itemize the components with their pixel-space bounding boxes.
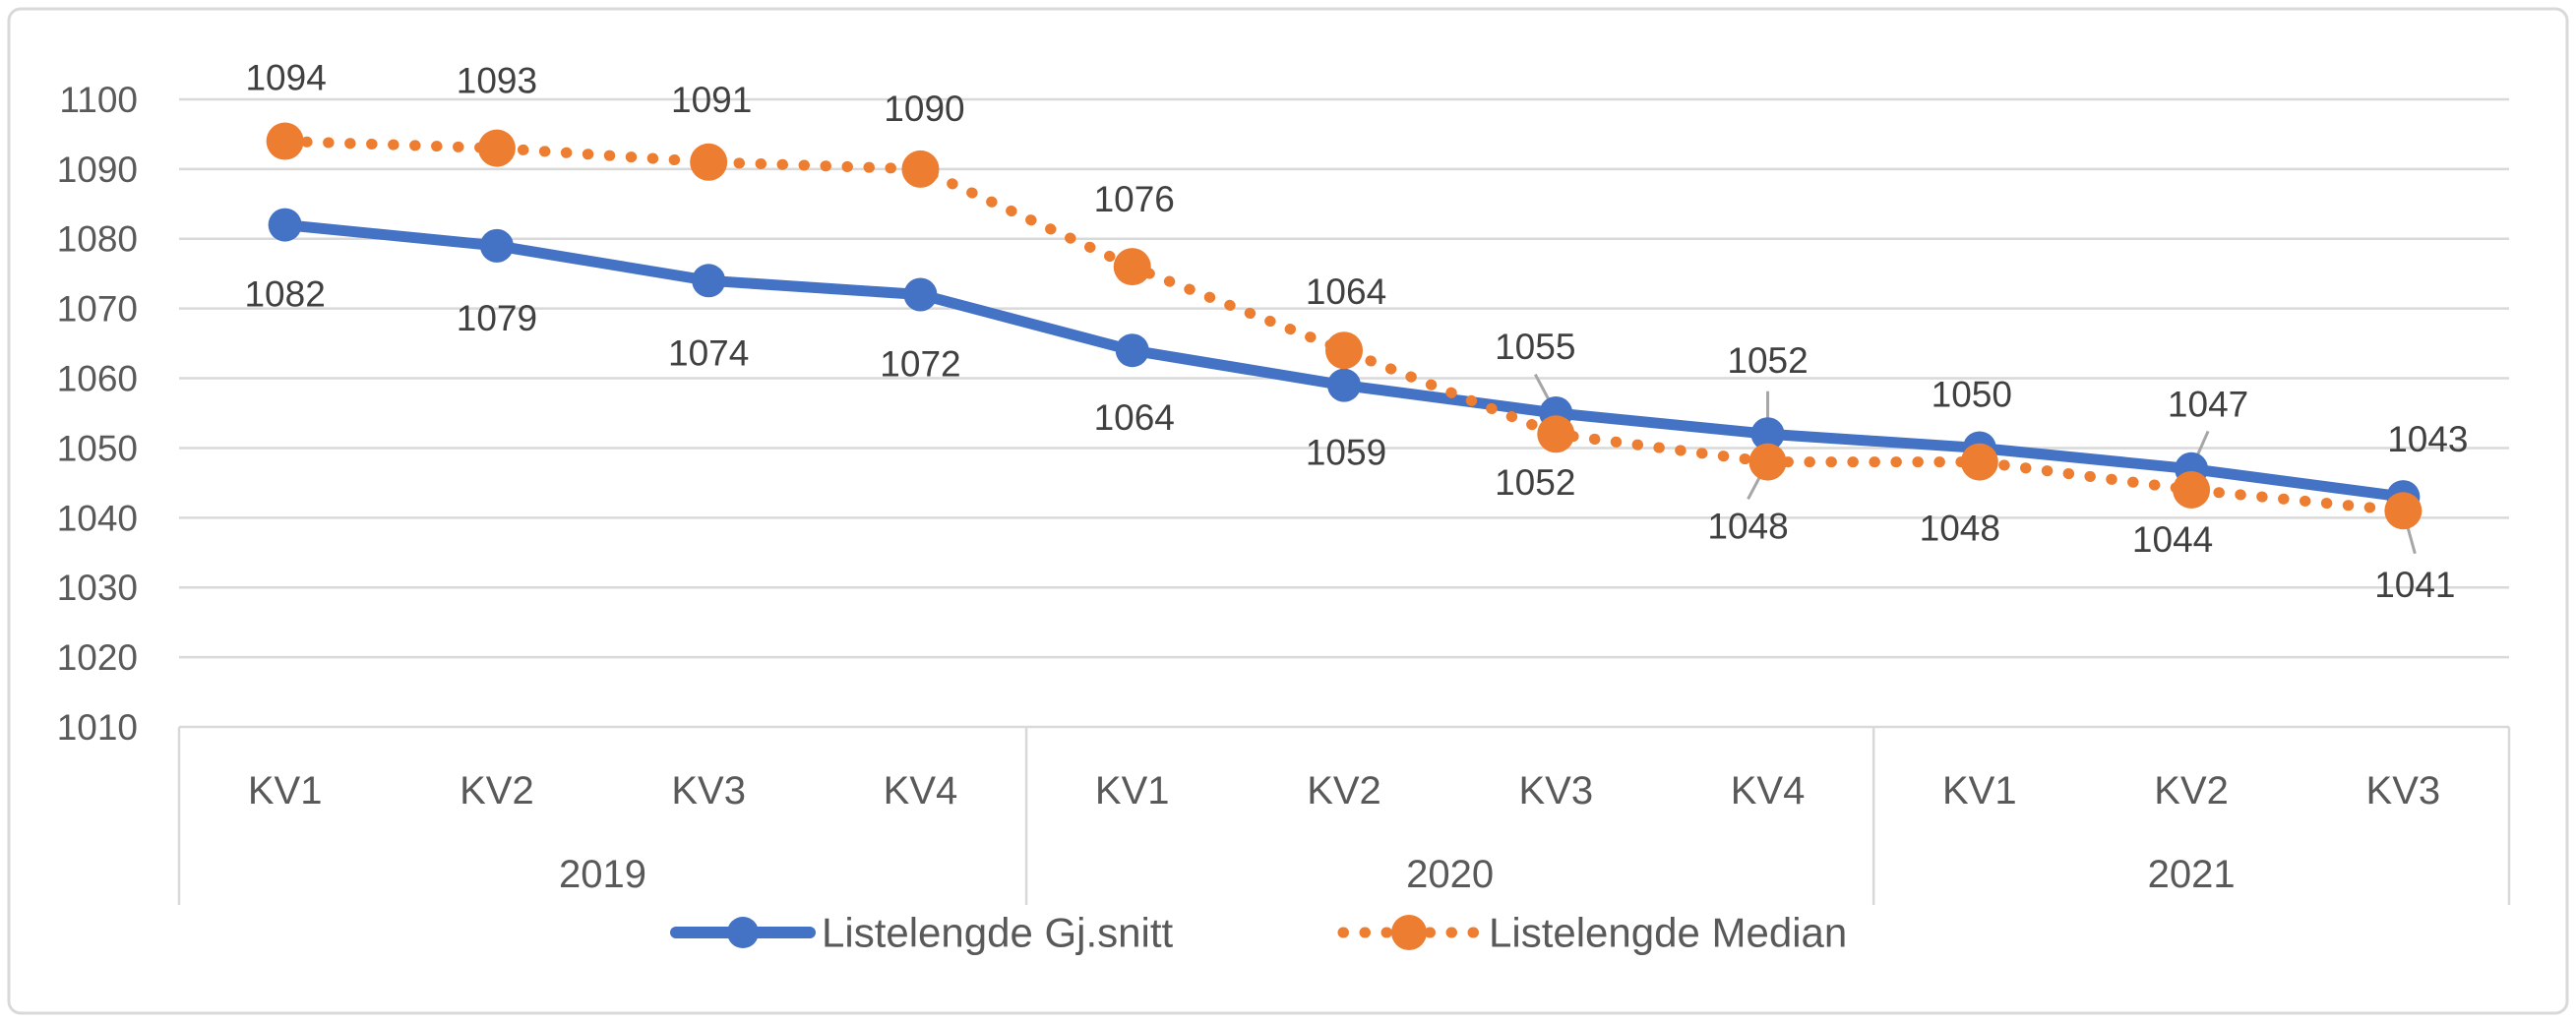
y-axis-tick-label: 1030 — [57, 568, 138, 608]
x-axis-quarter-label: KV2 — [2154, 769, 2229, 812]
data-label-gjsnitt: 1055 — [1495, 327, 1575, 367]
y-axis-tick-label: 1010 — [57, 707, 138, 748]
legend-marker-gjsnitt — [727, 917, 759, 948]
x-axis-quarter-label: KV3 — [2366, 769, 2441, 812]
data-label-median: 1064 — [1306, 271, 1386, 312]
data-point-marker-gjsnitt — [692, 264, 726, 298]
x-axis-quarter-label: KV1 — [248, 769, 323, 812]
data-label-gjsnitt: 1079 — [457, 298, 537, 338]
data-label-median: 1048 — [1707, 507, 1788, 547]
legend-label-median: Listelengde Median — [1489, 910, 1847, 956]
y-axis-tick-label: 1040 — [57, 498, 138, 538]
data-point-marker-median — [477, 129, 516, 167]
data-point-marker-gjsnitt — [1327, 368, 1361, 402]
data-point-marker-median — [1537, 415, 1575, 453]
data-point-marker-median — [1748, 443, 1787, 481]
data-point-marker-gjsnitt — [268, 208, 302, 242]
data-label-median: 1041 — [2374, 565, 2455, 605]
data-label-median: 1076 — [1094, 179, 1175, 219]
data-label-gjsnitt: 1074 — [668, 332, 749, 373]
data-point-marker-median — [901, 150, 940, 188]
y-axis-tick-label: 1100 — [59, 80, 138, 120]
series-line-median — [279, 136, 2409, 516]
x-axis-quarter-label: KV2 — [460, 769, 534, 812]
chart-border — [7, 7, 2569, 1015]
y-axis-tick-label: 1050 — [57, 428, 138, 468]
x-axis-quarter-label: KV4 — [884, 769, 958, 812]
data-point-marker-median — [2384, 492, 2423, 530]
data-label-median: 1044 — [2132, 519, 2213, 560]
x-axis-quarter-label: KV3 — [671, 769, 746, 812]
legend-marker-median — [1391, 915, 1427, 950]
x-axis-quarter-label: KV2 — [1307, 769, 1381, 812]
y-axis-tick-label: 1020 — [57, 637, 138, 678]
x-axis-year-label: 2020 — [1406, 853, 1494, 896]
y-axis-tick-label: 1090 — [57, 150, 138, 190]
data-label-gjsnitt: 1050 — [1932, 374, 2012, 414]
data-point-marker-median — [1960, 443, 1998, 481]
data-label-median: 1091 — [671, 80, 752, 120]
data-point-marker-gjsnitt — [1750, 417, 1785, 451]
x-axis-quarter-label: KV1 — [1942, 769, 2017, 812]
data-point-marker-median — [2173, 470, 2211, 509]
data-label-gjsnitt: 1043 — [2387, 419, 2468, 459]
x-axis-year-label: 2019 — [559, 853, 646, 896]
data-label-gjsnitt: 1072 — [880, 343, 960, 384]
data-label-gjsnitt: 1047 — [2168, 385, 2248, 425]
data-point-marker-gjsnitt — [903, 277, 938, 312]
data-label-gjsnitt: 1082 — [244, 274, 325, 315]
data-label-gjsnitt: 1052 — [1727, 340, 1808, 381]
data-point-marker-median — [690, 143, 728, 181]
data-label-median: 1052 — [1495, 462, 1575, 503]
x-axis-quarter-label: KV4 — [1731, 769, 1806, 812]
y-axis-tick-label: 1080 — [57, 219, 138, 260]
legend-label-gjsnitt: Listelengde Gj.snitt — [822, 910, 1174, 956]
data-point-marker-gjsnitt — [479, 228, 514, 263]
x-axis-quarter-label: KV1 — [1095, 769, 1170, 812]
data-point-marker-median — [266, 122, 304, 160]
data-point-marker-median — [1113, 248, 1151, 286]
data-point-marker-gjsnitt — [1115, 333, 1149, 368]
x-axis-year-label: 2021 — [2148, 853, 2236, 896]
data-label-median: 1090 — [884, 89, 964, 129]
data-label-gjsnitt: 1064 — [1094, 397, 1175, 438]
data-point-marker-median — [1325, 331, 1363, 370]
legend: Listelengde Gj.snitt Listelengde Median — [670, 910, 1847, 956]
data-label-gjsnitt: 1059 — [1306, 433, 1386, 473]
y-axis-tick-label: 1070 — [57, 289, 138, 330]
data-label-median: 1048 — [1920, 509, 2000, 549]
data-label-median: 1093 — [457, 61, 537, 101]
y-axis-tick-label: 1060 — [57, 359, 138, 399]
x-axis-quarter-label: KV3 — [1518, 769, 1593, 812]
data-label-median: 1094 — [245, 57, 326, 97]
